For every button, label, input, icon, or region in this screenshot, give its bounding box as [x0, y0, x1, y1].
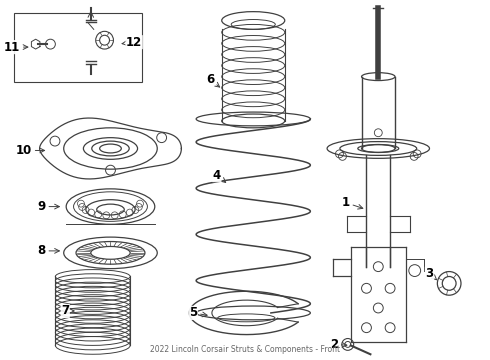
Text: 10: 10	[16, 144, 45, 157]
Text: 9: 9	[37, 200, 59, 213]
Text: 7: 7	[61, 305, 74, 318]
Text: 1: 1	[342, 196, 363, 209]
Bar	[14, 13, 142, 82]
Text: 12: 12	[122, 36, 142, 49]
Text: 5: 5	[189, 306, 207, 319]
Text: 2: 2	[330, 338, 347, 351]
Text: 11: 11	[4, 41, 28, 54]
Text: 6: 6	[206, 73, 220, 87]
Text: 3: 3	[425, 267, 437, 280]
Text: 2022 Lincoln Corsair Struts & Components - Front: 2022 Lincoln Corsair Struts & Components…	[150, 345, 341, 354]
Text: 8: 8	[37, 244, 59, 257]
Text: 4: 4	[213, 168, 226, 183]
